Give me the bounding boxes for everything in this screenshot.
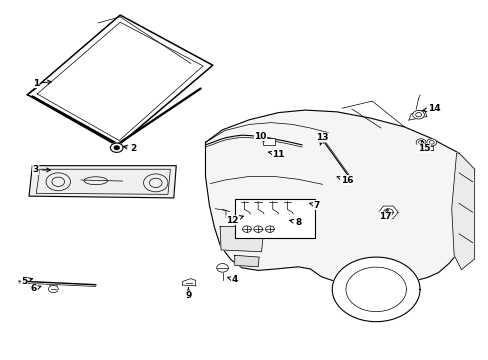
Circle shape xyxy=(265,226,274,232)
Circle shape xyxy=(318,137,326,143)
Text: 10: 10 xyxy=(254,132,266,142)
Circle shape xyxy=(114,146,119,149)
Circle shape xyxy=(110,143,123,152)
Bar xyxy=(234,199,315,238)
Polygon shape xyxy=(234,255,259,267)
Text: 7: 7 xyxy=(309,201,319,210)
Circle shape xyxy=(48,285,58,293)
Circle shape xyxy=(415,139,425,146)
Polygon shape xyxy=(27,15,212,146)
Polygon shape xyxy=(205,110,474,282)
Text: 14: 14 xyxy=(422,104,440,113)
Circle shape xyxy=(412,111,424,119)
Text: 2: 2 xyxy=(123,144,136,153)
Bar xyxy=(263,138,274,145)
Circle shape xyxy=(242,226,251,232)
Text: 15: 15 xyxy=(417,140,429,153)
Text: 13: 13 xyxy=(316,133,328,145)
Text: 1: 1 xyxy=(33,79,51,88)
Text: 5: 5 xyxy=(21,276,33,285)
Circle shape xyxy=(426,139,436,146)
Text: 3: 3 xyxy=(33,166,50,175)
Text: 9: 9 xyxy=(185,288,191,300)
Text: 16: 16 xyxy=(336,176,352,185)
Polygon shape xyxy=(332,257,419,321)
Polygon shape xyxy=(29,166,176,198)
Text: 17: 17 xyxy=(378,209,390,221)
Circle shape xyxy=(253,226,262,232)
Text: 12: 12 xyxy=(225,216,243,225)
Polygon shape xyxy=(220,226,264,252)
Text: 6: 6 xyxy=(31,284,41,293)
Text: 11: 11 xyxy=(268,150,285,159)
Text: 8: 8 xyxy=(289,218,301,227)
Circle shape xyxy=(216,264,228,272)
Polygon shape xyxy=(378,206,397,219)
Polygon shape xyxy=(451,153,474,270)
Text: 4: 4 xyxy=(227,275,238,284)
